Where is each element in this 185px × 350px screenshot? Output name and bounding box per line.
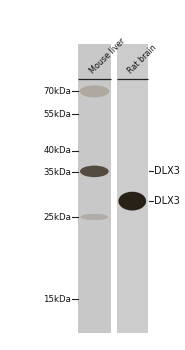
Text: 15kDa: 15kDa <box>43 295 71 304</box>
Bar <box>78 44 111 332</box>
Text: 70kDa: 70kDa <box>43 87 71 96</box>
Text: Mouse liver: Mouse liver <box>88 36 127 76</box>
Text: DLX3: DLX3 <box>154 166 180 176</box>
Ellipse shape <box>80 214 108 220</box>
Ellipse shape <box>80 166 109 177</box>
Text: Rat brain: Rat brain <box>126 43 158 76</box>
Text: 25kDa: 25kDa <box>43 212 71 222</box>
Text: 40kDa: 40kDa <box>43 146 71 155</box>
Text: 55kDa: 55kDa <box>43 110 71 119</box>
Ellipse shape <box>80 85 109 97</box>
Text: DLX3: DLX3 <box>154 196 180 206</box>
Ellipse shape <box>118 192 146 210</box>
Bar <box>117 44 148 332</box>
Text: 35kDa: 35kDa <box>43 168 71 177</box>
